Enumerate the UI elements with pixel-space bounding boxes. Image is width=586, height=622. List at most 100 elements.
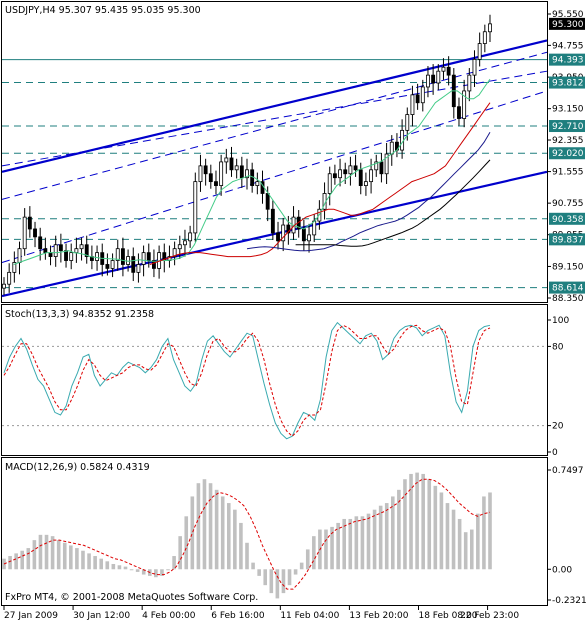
macd-bar — [14, 553, 18, 570]
candle-body — [270, 208, 275, 234]
macd-bar — [330, 526, 334, 570]
price-label-text: 88.614 — [552, 284, 584, 294]
macd-bar — [342, 518, 346, 570]
candle-body — [379, 161, 384, 175]
candle-body — [426, 74, 430, 88]
time-tick-label: 11 Feb 04:00 — [280, 611, 339, 621]
candle-body — [301, 228, 306, 242]
copyright-footer: FxPro MT4, © 2001-2008 MetaQuotes Softwa… — [5, 592, 258, 603]
candle-body — [214, 181, 218, 186]
macd-bar — [117, 565, 122, 570]
macd-bar — [208, 483, 213, 570]
macd-bar — [324, 529, 328, 570]
candle-body — [353, 165, 358, 171]
stochastic-plot — [2, 321, 547, 440]
time-tick-label: 6 Feb 16:00 — [211, 611, 265, 621]
macd-bar — [293, 569, 298, 575]
candle-body — [436, 70, 441, 84]
candle-body — [229, 157, 234, 171]
ma-slow-line — [246, 132, 491, 252]
macd-bar — [32, 540, 37, 570]
price-tick-label: 88.350 — [552, 294, 584, 304]
candle-body — [69, 252, 74, 261]
macd-bar — [251, 562, 255, 570]
candle-body — [477, 43, 482, 60]
macd-bar — [50, 536, 55, 570]
candle-body — [286, 224, 291, 234]
price-label-box — [549, 120, 585, 133]
candle-body — [369, 169, 374, 183]
candle-body — [136, 264, 141, 273]
candle-body — [203, 165, 208, 175]
candle-body — [281, 224, 286, 242]
candle-body — [312, 220, 317, 236]
macd-bar — [105, 561, 110, 570]
macd-bar — [44, 534, 49, 570]
candle-body — [198, 165, 203, 183]
candle-body — [17, 248, 22, 263]
candle-body — [12, 262, 17, 273]
macd-bar — [433, 485, 438, 570]
stochastic-axis: 100 80 20 0 — [547, 316, 569, 458]
price-label-text: 94.393 — [552, 56, 584, 66]
macd-bar — [451, 509, 456, 570]
candle-body — [255, 181, 260, 186]
trend-channel — [1, 39, 548, 298]
candle-body — [105, 264, 110, 269]
candle-body — [27, 216, 32, 230]
candle-body — [405, 114, 410, 131]
price-tick-label: 91.555 — [552, 168, 584, 178]
macd-bar — [81, 550, 85, 570]
price-label-box — [549, 53, 585, 66]
macd-bar — [257, 569, 261, 576]
macd-bar — [62, 542, 67, 570]
macd-bar — [214, 489, 219, 570]
macd-bar — [99, 558, 103, 570]
horizontal-levels — [2, 59, 547, 289]
candle-body — [467, 74, 472, 92]
price-label-box — [549, 233, 585, 246]
macd-bar — [427, 479, 432, 570]
candle-body — [389, 141, 394, 155]
macd-bar — [245, 542, 249, 570]
candle-body — [332, 173, 337, 179]
candle-body — [188, 232, 193, 242]
macd-bar — [160, 569, 164, 576]
macd-bar — [184, 516, 189, 570]
candle-body — [224, 157, 229, 163]
macd-bar — [8, 556, 12, 570]
price-label-text: 93.812 — [552, 79, 584, 89]
macd-signal-line — [3, 478, 491, 590]
candle-body — [177, 244, 182, 250]
candle-body — [84, 244, 89, 257]
candle-body — [348, 165, 353, 175]
price-tick-label: 90.755 — [552, 199, 584, 209]
candle-body — [420, 86, 425, 104]
candle-body — [7, 271, 12, 285]
macd-bar — [233, 509, 237, 570]
price-label-box — [549, 17, 585, 30]
stoch-title: Stoch(13,3,3) 94.8352 91.2358 — [5, 309, 154, 320]
candle-body — [446, 66, 451, 76]
time-tick-label: 27 Jan 2009 — [4, 611, 58, 621]
candle-body — [95, 252, 99, 261]
macd-tick-label: 0.7497 — [552, 466, 584, 476]
candle-body — [53, 244, 58, 257]
price-tick-label: 92.355 — [552, 136, 584, 146]
stoch-tick-label: 80 — [552, 342, 564, 352]
candle-body — [374, 161, 379, 171]
macd-bar — [141, 569, 146, 575]
macd-bar — [166, 569, 170, 571]
macd-bar — [190, 496, 195, 570]
candle-body — [48, 252, 53, 257]
macd-bar — [20, 550, 25, 570]
macd-bar — [391, 496, 395, 570]
price-panel-frame — [1, 1, 548, 303]
macd-bar — [409, 473, 413, 570]
price-axis: 95.55094.75593.95093.15092.35591.55590.7… — [547, 10, 585, 304]
candle-body — [482, 31, 487, 44]
candle-body — [358, 169, 363, 186]
candle-body — [457, 106, 461, 119]
channel-midline — [1, 90, 548, 263]
candle-body — [131, 256, 136, 273]
